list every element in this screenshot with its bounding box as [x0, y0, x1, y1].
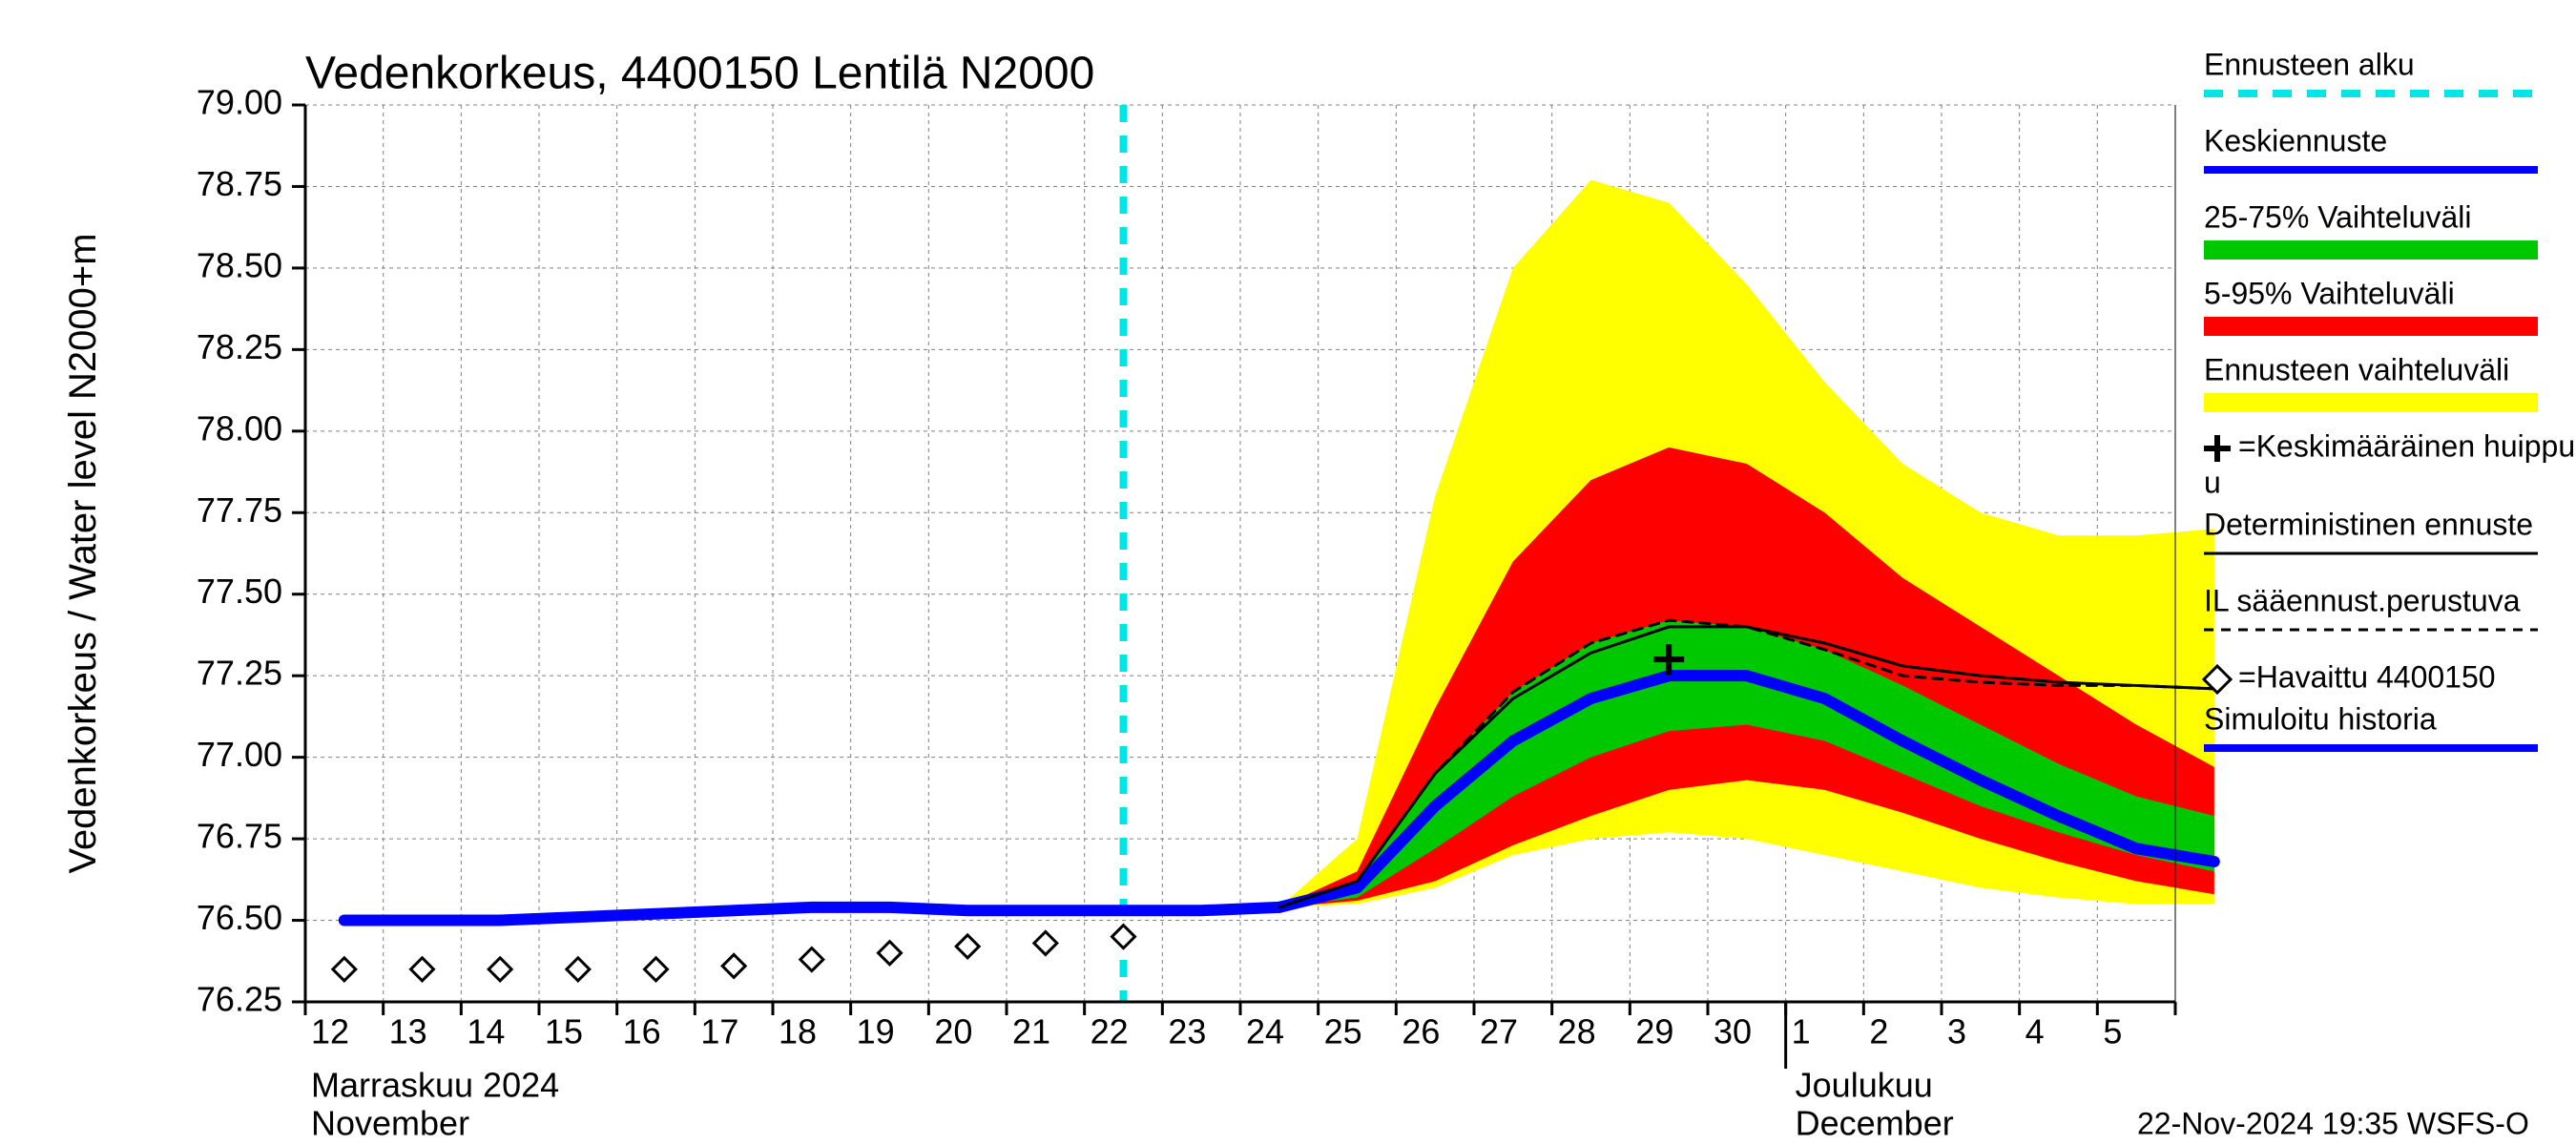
- svg-text:Simuloitu historia: Simuloitu historia: [2204, 701, 2437, 736]
- svg-text:28: 28: [1558, 1012, 1596, 1051]
- svg-text:21: 21: [1012, 1012, 1050, 1051]
- footer-timestamp: 22-Nov-2024 19:35 WSFS-O: [2137, 1106, 2529, 1140]
- svg-text:22: 22: [1091, 1012, 1129, 1051]
- svg-text:77.00: 77.00: [197, 735, 282, 774]
- svg-text:16: 16: [623, 1012, 661, 1051]
- svg-text:=Keskimääräinen huippu: =Keskimääräinen huippu: [2238, 428, 2575, 463]
- svg-text:78.75: 78.75: [197, 164, 282, 203]
- svg-text:29: 29: [1635, 1012, 1673, 1051]
- svg-text:Marraskuu 2024: Marraskuu 2024: [311, 1066, 559, 1105]
- svg-text:25-75% Vaihteluväli: 25-75% Vaihteluväli: [2204, 199, 2471, 234]
- svg-text:79.00: 79.00: [197, 83, 282, 122]
- svg-text:78.50: 78.50: [197, 245, 282, 284]
- svg-text:26: 26: [1402, 1012, 1440, 1051]
- svg-text:=Havaittu 4400150: =Havaittu 4400150: [2238, 659, 2496, 694]
- svg-text:2: 2: [1869, 1012, 1888, 1051]
- svg-text:17: 17: [700, 1012, 738, 1051]
- svg-text:Keskiennuste: Keskiennuste: [2204, 123, 2387, 157]
- svg-text:12: 12: [311, 1012, 349, 1051]
- svg-text:20: 20: [934, 1012, 972, 1051]
- svg-text:December: December: [1796, 1104, 1954, 1143]
- svg-text:78.25: 78.25: [197, 327, 282, 366]
- svg-text:4: 4: [2025, 1012, 2045, 1051]
- svg-text:30: 30: [1714, 1012, 1752, 1051]
- legend: Ennusteen alku Keskiennuste 25-75% Vaihtel…: [2204, 47, 2575, 748]
- svg-text:November: November: [311, 1104, 469, 1143]
- svg-text:14: 14: [467, 1012, 505, 1051]
- svg-text:13: 13: [389, 1012, 427, 1051]
- svg-text:Joulukuu: Joulukuu: [1796, 1066, 1933, 1105]
- svg-text:77.50: 77.50: [197, 572, 282, 611]
- svg-text:18: 18: [779, 1012, 817, 1051]
- svg-text:3: 3: [1947, 1012, 1966, 1051]
- svg-text:1: 1: [1792, 1012, 1811, 1051]
- svg-text:23: 23: [1168, 1012, 1206, 1051]
- y-axis-label: Vedenkorkeus / Water level N2000+m: [62, 233, 104, 873]
- svg-text:25: 25: [1324, 1012, 1362, 1051]
- water-level-chart: 76.25 76.50 76.75 77.00 77.25 77.50 77.75 78.00…: [0, 0, 2576, 1145]
- svg-text:Ennusteen alku: Ennusteen alku: [2204, 47, 2415, 81]
- chart-container: 76.25 76.50 76.75 77.00 77.25 77.50 77.75 78.00…: [0, 0, 2576, 1145]
- svg-text:76.25: 76.25: [197, 980, 282, 1019]
- svg-text:5: 5: [2103, 1012, 2122, 1051]
- svg-text:15: 15: [545, 1012, 583, 1051]
- svg-text:19: 19: [857, 1012, 895, 1051]
- svg-text:Deterministinen ennuste: Deterministinen ennuste: [2204, 507, 2533, 541]
- svg-text:77.25: 77.25: [197, 654, 282, 693]
- chart-title: Vedenkorkeus, 4400150 Lentilä N2000: [305, 49, 1094, 99]
- svg-text:77.75: 77.75: [197, 490, 282, 530]
- svg-text:5-95% Vaihteluväli: 5-95% Vaihteluväli: [2204, 276, 2455, 310]
- svg-text:Ennusteen vaihteluväli: Ennusteen vaihteluväli: [2204, 352, 2509, 386]
- svg-text:76.75: 76.75: [197, 817, 282, 856]
- svg-text:u: u: [2204, 465, 2221, 499]
- svg-text:76.50: 76.50: [197, 898, 282, 937]
- svg-text:IL sääennust.perustuva: IL sääennust.perustuva: [2204, 583, 2521, 617]
- svg-text:27: 27: [1480, 1012, 1518, 1051]
- svg-text:24: 24: [1246, 1012, 1284, 1051]
- svg-text:78.00: 78.00: [197, 408, 282, 448]
